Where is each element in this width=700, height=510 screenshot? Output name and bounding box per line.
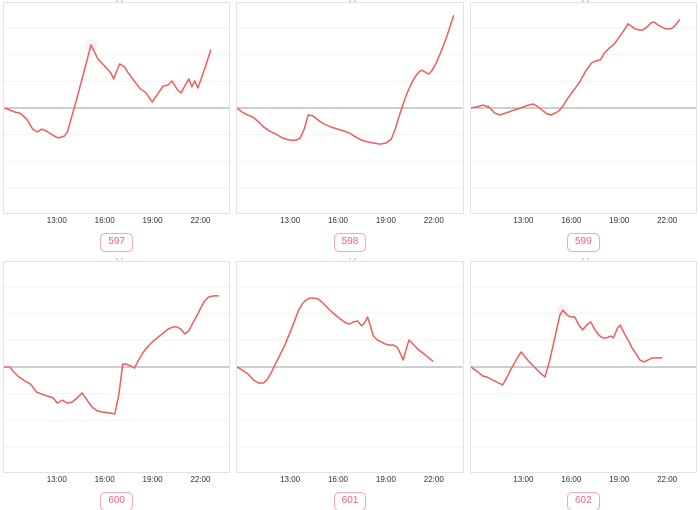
x-tick-label: 22:00 bbox=[657, 475, 678, 484]
chart-canvas bbox=[470, 286, 696, 448]
badge-row: 597 bbox=[0, 231, 233, 252]
clipped-title-fragment bbox=[467, 255, 700, 261]
x-tick-label: 13:00 bbox=[513, 216, 534, 225]
x-tick-label: 13:00 bbox=[513, 475, 534, 484]
x-tick-label: 22:00 bbox=[190, 216, 211, 225]
line-chart[interactable] bbox=[469, 261, 697, 473]
line-chart[interactable] bbox=[236, 261, 464, 473]
x-tick-label: 19:00 bbox=[142, 475, 163, 484]
chart-canvas bbox=[470, 19, 696, 189]
x-axis-ticks: 13:00 16:00 19:00 22:00 bbox=[3, 215, 230, 227]
clipped-title-fragment bbox=[233, 0, 466, 2]
line-chart[interactable] bbox=[469, 2, 697, 214]
x-tick-label: 16:00 bbox=[561, 216, 582, 225]
chart-id-badge[interactable]: 597 bbox=[100, 233, 133, 252]
x-tick-label: 19:00 bbox=[375, 475, 396, 484]
x-tick-label: 16:00 bbox=[94, 475, 115, 484]
x-tick-label: 22:00 bbox=[190, 475, 211, 484]
chart-id-badge[interactable]: 599 bbox=[566, 233, 600, 252]
x-axis-ticks: 13:00 16:00 19:00 22:00 bbox=[3, 474, 230, 486]
chart-id-badge[interactable]: 600 bbox=[100, 492, 133, 510]
x-tick-label: 16:00 bbox=[94, 216, 115, 225]
chart-cell: 13:00 16:00 19:00 22:00 600 bbox=[0, 255, 233, 510]
chart-canvas bbox=[237, 286, 463, 448]
line-chart[interactable] bbox=[3, 2, 231, 214]
chart-canvas bbox=[4, 286, 230, 448]
x-axis-ticks: 13:00 16:00 19:00 22:00 bbox=[470, 215, 697, 227]
x-tick-label: 19:00 bbox=[142, 216, 163, 225]
x-tick-label: 19:00 bbox=[609, 216, 630, 225]
clipped-title-fragment bbox=[467, 0, 700, 2]
chart-id-badge[interactable]: 601 bbox=[333, 492, 367, 510]
chart-cell: 13:00 16:00 19:00 22:00 602 bbox=[467, 255, 700, 510]
chart-cell: 13:00 16:00 19:00 22:00 597 bbox=[0, 0, 233, 255]
chart-canvas bbox=[237, 15, 463, 189]
x-tick-label: 13:00 bbox=[280, 216, 301, 225]
clipped-title-fragment bbox=[233, 255, 466, 261]
x-axis-ticks: 13:00 16:00 19:00 22:00 bbox=[236, 215, 463, 227]
x-tick-label: 19:00 bbox=[609, 475, 630, 484]
x-tick-label: 13:00 bbox=[280, 475, 301, 484]
clipped-title-fragment bbox=[0, 255, 233, 261]
badge-row: 600 bbox=[0, 490, 233, 510]
x-tick-label: 16:00 bbox=[327, 475, 349, 484]
badge-row: 602 bbox=[467, 490, 700, 510]
x-tick-label: 13:00 bbox=[46, 216, 67, 225]
x-tick-label: 16:00 bbox=[561, 475, 582, 484]
badge-row: 598 bbox=[233, 231, 466, 252]
line-chart[interactable] bbox=[3, 261, 231, 473]
chart-cell: 13:00 16:00 19:00 22:00 601 bbox=[233, 255, 466, 510]
line-chart[interactable] bbox=[236, 2, 464, 214]
x-axis-ticks: 13:00 16:00 19:00 22:00 bbox=[470, 474, 697, 486]
x-tick-label: 13:00 bbox=[46, 475, 67, 484]
chart-canvas bbox=[4, 27, 230, 189]
chart-cell: 13:00 16:00 19:00 22:00 598 bbox=[233, 0, 466, 255]
badge-row: 601 bbox=[233, 490, 466, 510]
x-tick-label: 22:00 bbox=[423, 475, 444, 484]
x-tick-label: 19:00 bbox=[375, 216, 396, 225]
x-tick-label: 22:00 bbox=[423, 216, 444, 225]
x-tick-label: 16:00 bbox=[327, 216, 349, 225]
chart-id-badge[interactable]: 602 bbox=[566, 492, 600, 510]
chart-cell: 13:00 16:00 19:00 22:00 599 bbox=[467, 0, 700, 255]
x-axis-ticks: 13:00 16:00 19:00 22:00 bbox=[236, 474, 463, 486]
badge-row: 599 bbox=[467, 231, 700, 252]
clipped-title-fragment bbox=[0, 0, 233, 2]
chart-id-badge[interactable]: 598 bbox=[333, 233, 367, 252]
x-tick-label: 22:00 bbox=[657, 216, 678, 225]
